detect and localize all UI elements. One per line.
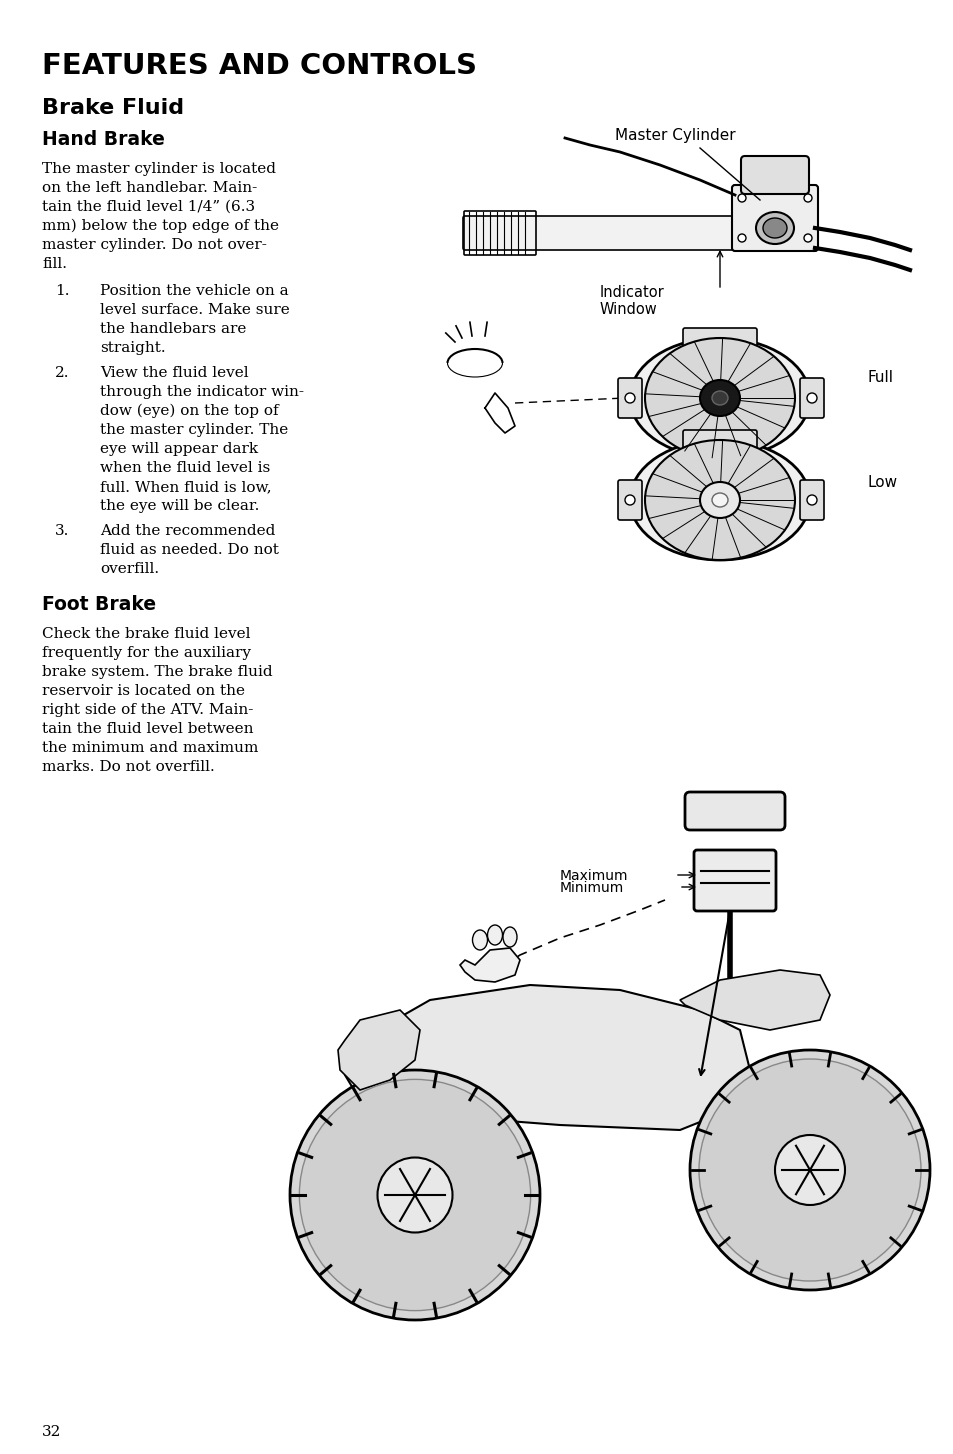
Ellipse shape — [629, 441, 809, 560]
FancyBboxPatch shape — [740, 156, 808, 193]
Ellipse shape — [700, 481, 740, 518]
Ellipse shape — [629, 337, 809, 458]
Polygon shape — [337, 1011, 419, 1090]
Polygon shape — [459, 948, 519, 981]
Text: straight.: straight. — [100, 342, 166, 355]
Ellipse shape — [299, 1079, 530, 1310]
Ellipse shape — [487, 925, 502, 945]
FancyBboxPatch shape — [693, 851, 775, 912]
Polygon shape — [679, 970, 829, 1029]
Ellipse shape — [762, 218, 786, 238]
FancyBboxPatch shape — [682, 430, 757, 452]
Ellipse shape — [711, 391, 727, 406]
Ellipse shape — [290, 1070, 539, 1320]
FancyBboxPatch shape — [684, 792, 784, 830]
Text: The master cylinder is located: The master cylinder is located — [42, 161, 275, 176]
Text: Maximum: Maximum — [559, 869, 628, 883]
Ellipse shape — [774, 1136, 844, 1205]
Text: right side of the ATV. Main-: right side of the ATV. Main- — [42, 702, 253, 717]
Text: fill.: fill. — [42, 257, 67, 270]
Text: mm) below the top edge of the: mm) below the top edge of the — [42, 220, 278, 234]
Text: the handlebars are: the handlebars are — [100, 321, 246, 336]
Text: overfill.: overfill. — [100, 563, 159, 576]
Text: Master Cylinder: Master Cylinder — [615, 128, 735, 142]
Text: Minimum: Minimum — [559, 881, 623, 896]
Text: reservoir is located on the: reservoir is located on the — [42, 683, 245, 698]
FancyBboxPatch shape — [618, 480, 641, 521]
Text: Hand Brake: Hand Brake — [42, 129, 165, 148]
Text: master cylinder. Do not over-: master cylinder. Do not over- — [42, 238, 267, 252]
FancyBboxPatch shape — [800, 480, 823, 521]
Ellipse shape — [624, 494, 635, 505]
Text: 3.: 3. — [55, 523, 70, 538]
Ellipse shape — [472, 931, 487, 949]
Ellipse shape — [377, 1157, 452, 1233]
Text: View the fluid level: View the fluid level — [100, 366, 249, 379]
Text: the minimum and maximum: the minimum and maximum — [42, 742, 258, 755]
Ellipse shape — [699, 1059, 920, 1281]
Text: tain the fluid level 1/4” (6.3: tain the fluid level 1/4” (6.3 — [42, 201, 254, 214]
Text: fluid as needed. Do not: fluid as needed. Do not — [100, 542, 278, 557]
Text: FEATURES AND CONTROLS: FEATURES AND CONTROLS — [42, 52, 477, 80]
FancyBboxPatch shape — [731, 185, 817, 252]
Text: 32: 32 — [42, 1425, 61, 1439]
Text: Add the recommended: Add the recommended — [100, 523, 275, 538]
Text: Check the brake fluid level: Check the brake fluid level — [42, 627, 251, 641]
Ellipse shape — [700, 379, 740, 416]
FancyBboxPatch shape — [462, 217, 746, 250]
FancyBboxPatch shape — [800, 378, 823, 417]
Text: marks. Do not overfill.: marks. Do not overfill. — [42, 760, 214, 774]
Ellipse shape — [755, 212, 793, 244]
Text: tain the fluid level between: tain the fluid level between — [42, 723, 253, 736]
Ellipse shape — [689, 1050, 929, 1290]
Text: through the indicator win-: through the indicator win- — [100, 385, 304, 398]
Text: Position the vehicle on a: Position the vehicle on a — [100, 284, 289, 298]
Text: the master cylinder. The: the master cylinder. The — [100, 423, 288, 438]
Text: Full: Full — [867, 369, 893, 385]
Ellipse shape — [803, 193, 811, 202]
Text: full. When fluid is low,: full. When fluid is low, — [100, 480, 272, 494]
Polygon shape — [345, 984, 749, 1130]
Text: brake system. The brake fluid: brake system. The brake fluid — [42, 664, 273, 679]
Text: Low: Low — [867, 475, 897, 490]
FancyBboxPatch shape — [682, 329, 757, 350]
Text: 2.: 2. — [55, 366, 70, 379]
Text: level surface. Make sure: level surface. Make sure — [100, 302, 290, 317]
Text: the eye will be clear.: the eye will be clear. — [100, 499, 259, 513]
Text: 1.: 1. — [55, 284, 70, 298]
Ellipse shape — [806, 494, 816, 505]
Text: when the fluid level is: when the fluid level is — [100, 461, 270, 475]
FancyBboxPatch shape — [618, 378, 641, 417]
Ellipse shape — [803, 234, 811, 241]
Text: frequently for the auxiliary: frequently for the auxiliary — [42, 646, 251, 660]
Ellipse shape — [644, 337, 794, 458]
Text: eye will appear dark: eye will appear dark — [100, 442, 258, 457]
Text: Brake Fluid: Brake Fluid — [42, 97, 184, 118]
Text: Indicator
Window: Indicator Window — [599, 285, 664, 317]
Ellipse shape — [624, 393, 635, 403]
Ellipse shape — [644, 441, 794, 560]
Ellipse shape — [738, 234, 745, 241]
Ellipse shape — [711, 493, 727, 507]
Ellipse shape — [502, 928, 517, 947]
Ellipse shape — [738, 193, 745, 202]
Text: dow (eye) on the top of: dow (eye) on the top of — [100, 404, 278, 419]
Text: Foot Brake: Foot Brake — [42, 595, 156, 614]
Text: on the left handlebar. Main-: on the left handlebar. Main- — [42, 180, 257, 195]
Ellipse shape — [806, 393, 816, 403]
